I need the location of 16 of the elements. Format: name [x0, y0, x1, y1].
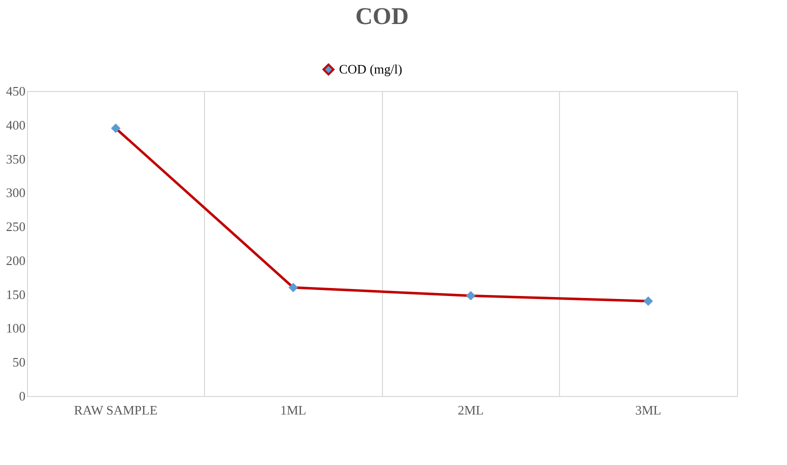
y-tick-label: 450 [6, 84, 26, 98]
y-tick-label: 300 [6, 185, 26, 200]
x-tick-label: 3ML [635, 402, 662, 418]
y-tick-label: 0 [19, 388, 26, 404]
y-tick-label: 150 [6, 286, 26, 302]
y-tick-label: 250 [6, 219, 26, 234]
x-tick-label: RAW SAMPLE [74, 402, 158, 418]
y-tick-label: 100 [6, 320, 26, 336]
y-tick-label: 400 [6, 117, 26, 132]
x-tick-label: 2ML [458, 402, 484, 418]
y-tick-label: 350 [6, 151, 26, 166]
y-tick-label: 200 [6, 252, 26, 268]
y-tick-label: 50 [12, 354, 26, 370]
chart-title: COD [355, 4, 409, 30]
legend-label: COD (mg/l) [339, 62, 402, 76]
x-tick-label: 1ML [280, 402, 306, 418]
